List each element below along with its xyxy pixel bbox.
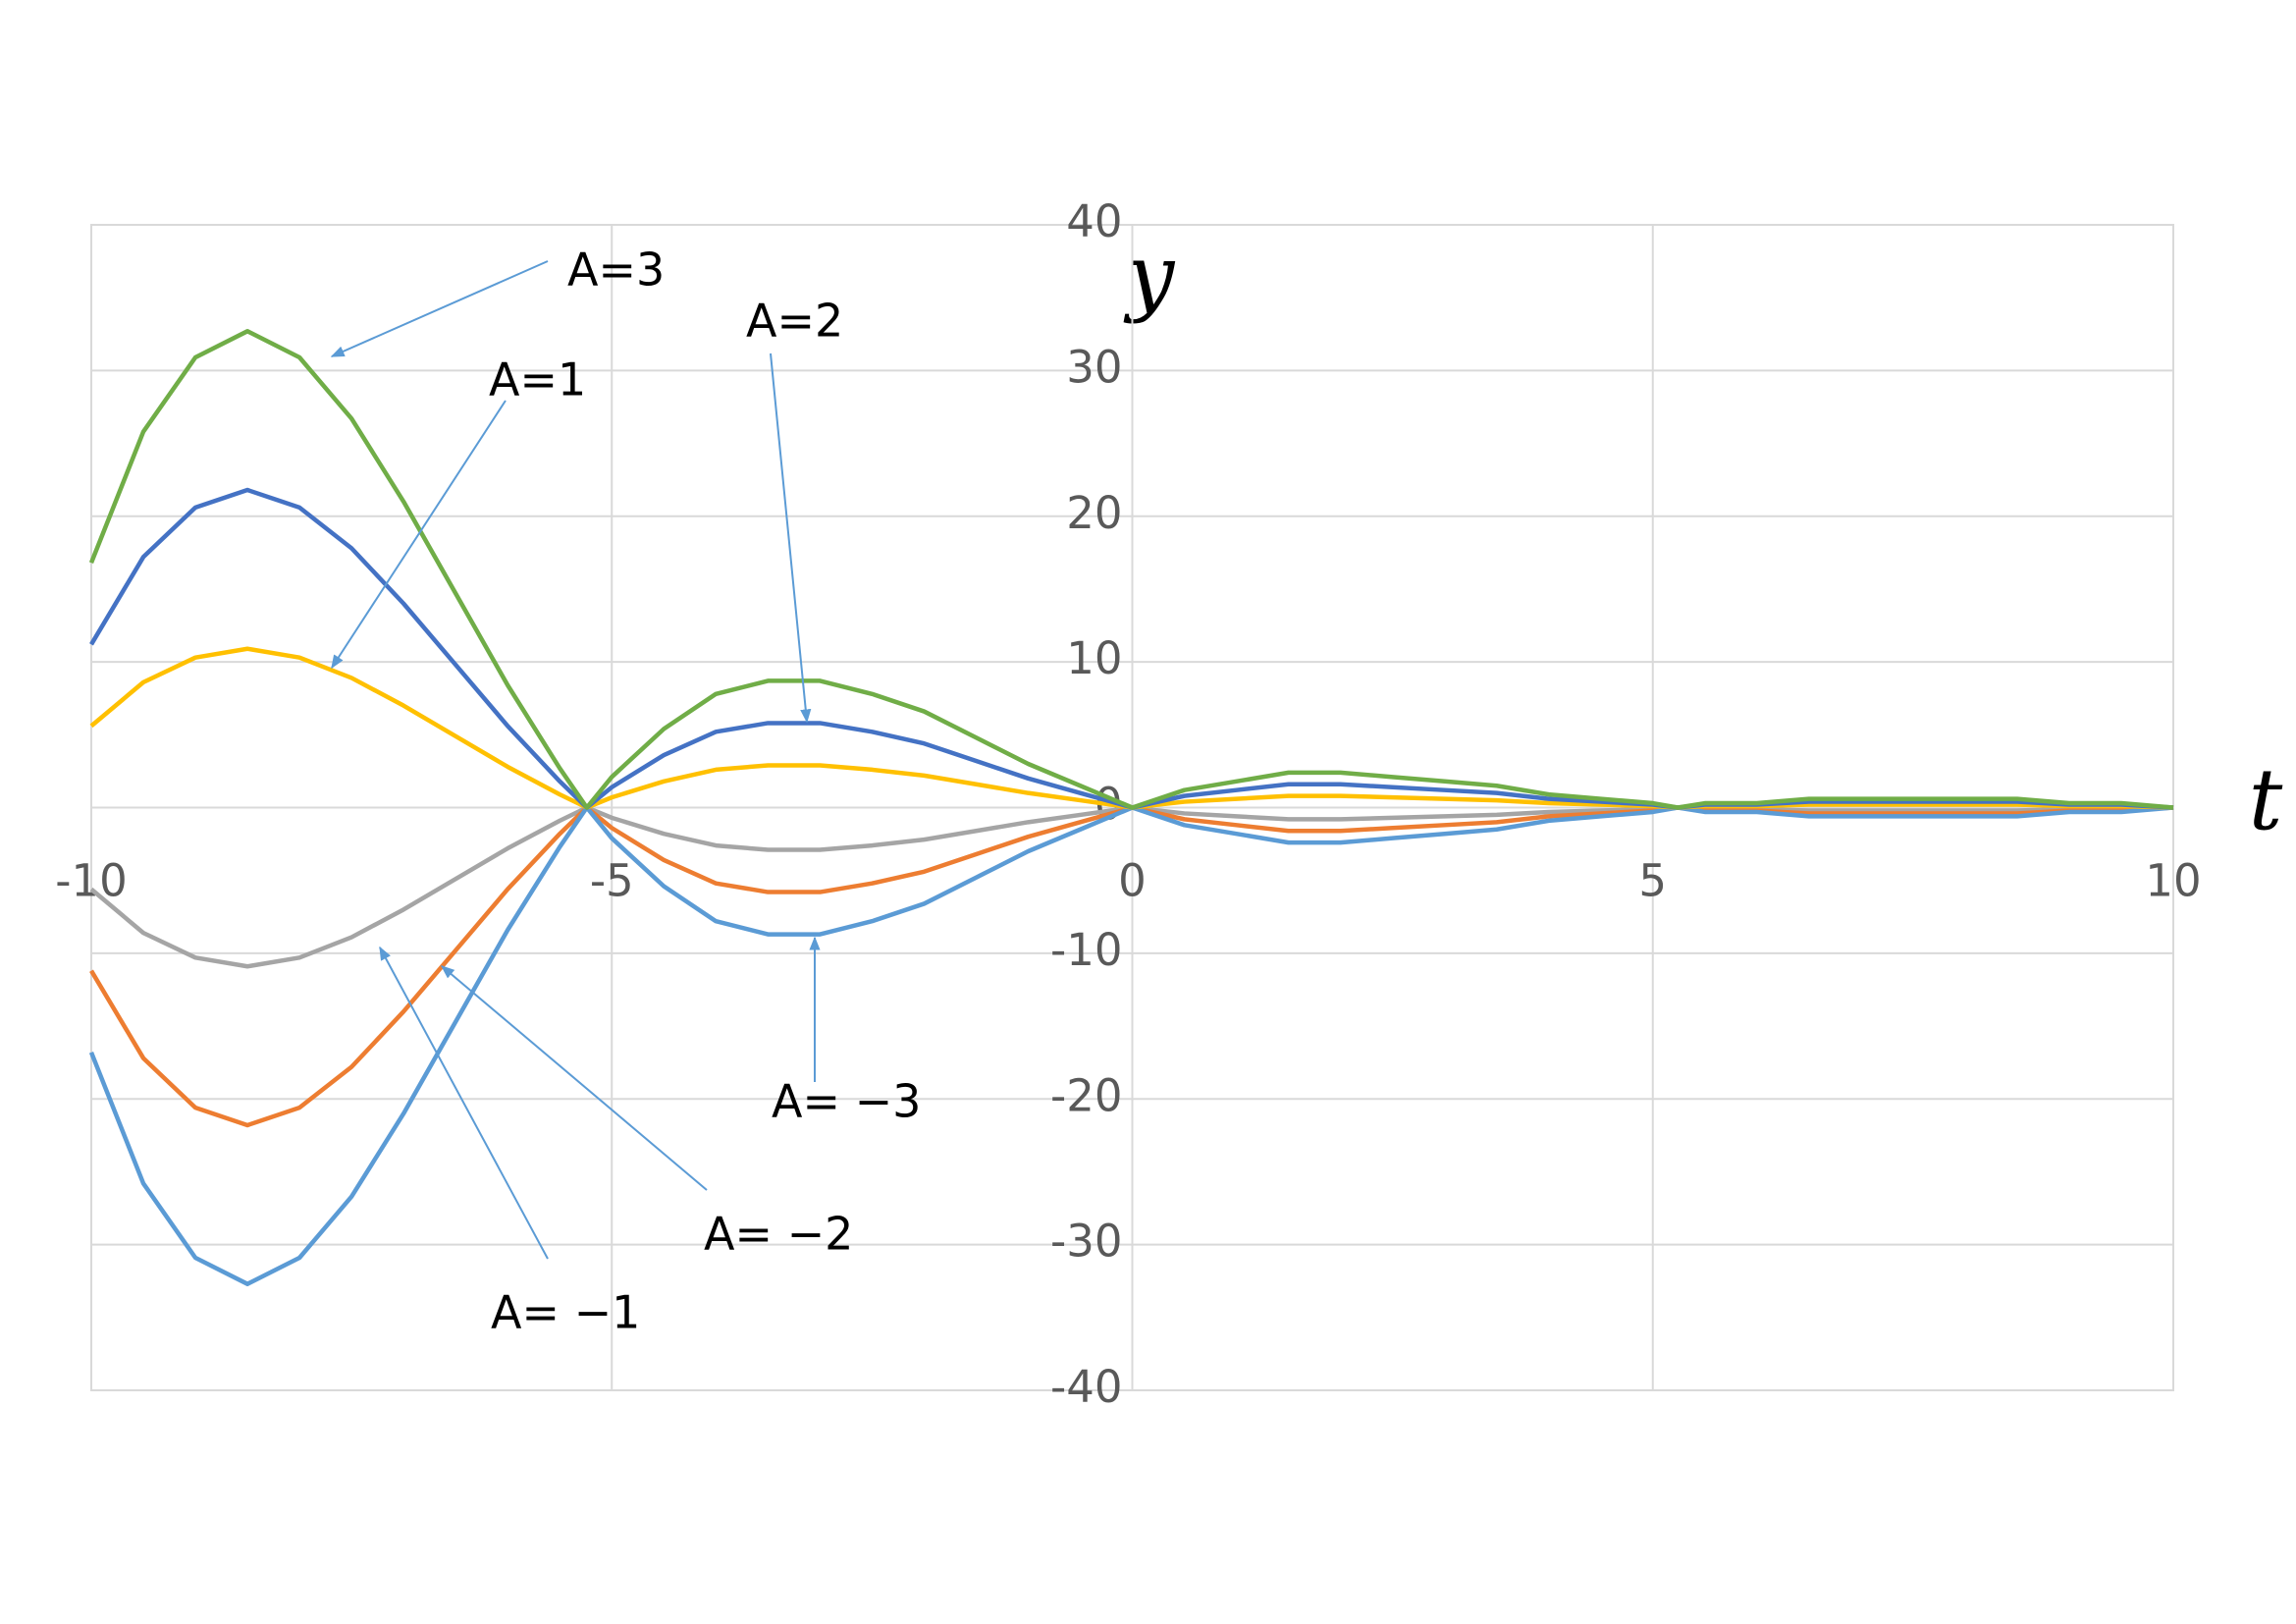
y-tick-label: 40: [1066, 195, 1122, 247]
y-tick-label: -40: [1050, 1361, 1123, 1413]
annotation-arrow: [770, 352, 812, 724]
annotation: A=3: [567, 244, 665, 297]
annotation: A= −1: [491, 1286, 640, 1339]
annotation-arrow: [331, 400, 507, 670]
x-axis-label: t: [2249, 752, 2283, 850]
y-tick-label: -30: [1050, 1216, 1123, 1268]
annotation: A=1: [489, 353, 586, 406]
annotation-arrow: [330, 260, 549, 357]
y-tick-label: -20: [1050, 1069, 1123, 1121]
x-tick-label: -10: [55, 855, 128, 907]
x-tick-label: 0: [1118, 855, 1147, 907]
annotation-arrow: [379, 946, 549, 1260]
x-tick-label: 10: [2145, 855, 2201, 907]
annotation: A= −3: [772, 1075, 921, 1128]
y-tick-label: -10: [1050, 924, 1123, 976]
annotation-arrow: [440, 965, 708, 1191]
annotation: A=2: [746, 295, 843, 348]
y-axis-label: y: [1123, 228, 1176, 326]
x-tick-label: 5: [1638, 855, 1667, 907]
series-line: [88, 329, 2174, 810]
y-tick-label: 10: [1066, 632, 1122, 684]
y-tick-label: 20: [1066, 487, 1122, 539]
y-tick-label: 30: [1066, 341, 1122, 393]
x-tick-label: -5: [590, 855, 634, 907]
annotation: A= −2: [704, 1208, 853, 1261]
